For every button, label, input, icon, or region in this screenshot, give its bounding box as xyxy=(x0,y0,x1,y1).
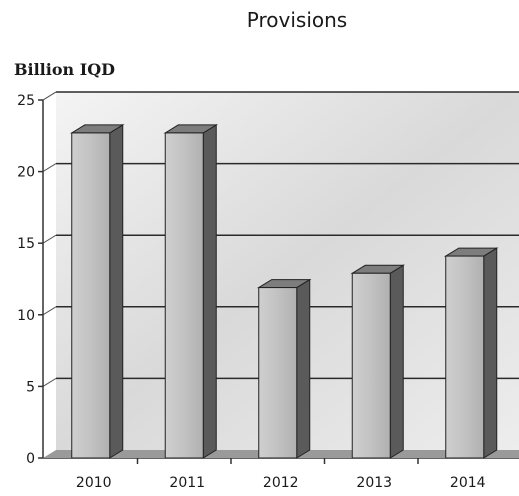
y-axis-label: Billion IQD xyxy=(14,60,115,79)
bar-side xyxy=(202,124,217,459)
y-tick-label: 5 xyxy=(26,379,35,395)
bar-2014 xyxy=(443,247,499,459)
bar-2011 xyxy=(163,124,219,459)
y-tick-label: 25 xyxy=(17,93,35,109)
grid-line-depth xyxy=(42,234,57,244)
y-tick-label: 10 xyxy=(17,308,35,324)
bar-side xyxy=(389,264,404,459)
x-tick-label: 2011 xyxy=(169,475,205,491)
bar-front xyxy=(164,132,204,459)
x-tick-labels: 2010 2011 2012 2013 2014 xyxy=(76,458,486,491)
bar-side xyxy=(483,247,498,459)
bar-2012 xyxy=(256,278,312,459)
y-tick-label: 0 xyxy=(26,451,35,467)
x-tick-label: 2013 xyxy=(356,475,392,491)
y-tick-label: 15 xyxy=(17,236,35,252)
bar-side xyxy=(109,124,124,459)
grid-line-depth xyxy=(42,163,57,173)
x-tick-label: 2014 xyxy=(450,475,486,491)
y-ticks: 0 5 10 15 20 25 xyxy=(17,93,43,467)
chart-title: Provisions xyxy=(247,8,347,32)
y-axis-depth xyxy=(42,91,57,101)
grid-line-depth xyxy=(42,377,57,387)
x-tick-label: 2010 xyxy=(76,475,112,491)
x-tick-label: 2012 xyxy=(263,475,299,491)
bar-2010 xyxy=(69,124,125,459)
bar-front xyxy=(258,287,298,459)
bars xyxy=(69,124,499,459)
bar-side xyxy=(296,278,311,459)
bar-front xyxy=(71,132,111,459)
bar-2013 xyxy=(350,264,406,459)
grid-line-depth xyxy=(42,306,57,316)
bar-front xyxy=(445,255,485,459)
y-tick-label: 20 xyxy=(17,165,35,181)
bar-front xyxy=(351,272,391,459)
